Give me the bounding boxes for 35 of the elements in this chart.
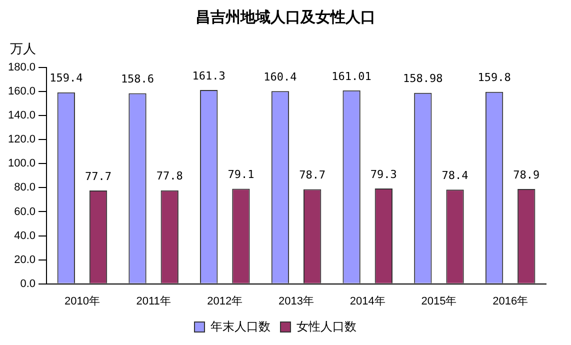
data-label: 79.1 (228, 168, 254, 182)
data-label: 78.9 (513, 168, 540, 182)
x-tick-label: 2011年 (136, 295, 171, 308)
x-tick-label: 2015年 (421, 295, 457, 308)
y-tick-label: 80.0 (14, 182, 36, 194)
data-label: 158.6 (120, 72, 154, 86)
x-tick-label: 2016年 (492, 295, 528, 308)
data-label: 161.3 (192, 69, 226, 82)
y-tick-label: 160.0 (8, 86, 36, 98)
legend-label: 年末人口数 (210, 319, 270, 334)
x-tick-label: 2013年 (278, 295, 314, 308)
chart-title: 昌吉州地域人口及女性人口 (194, 8, 376, 27)
y-tick-label: 0.0 (20, 278, 36, 290)
x-tick-label: 2012年 (207, 295, 243, 308)
data-label: 161.01 (332, 70, 372, 83)
data-label: 160.4 (264, 70, 298, 84)
data-label: 159.4 (50, 72, 84, 85)
y-tick-label: 140.0 (8, 110, 36, 122)
y-tick-label: 120.0 (8, 134, 36, 146)
x-tick-label: 2010年 (64, 295, 100, 308)
data-label: 79.3 (370, 168, 397, 181)
y-tick-label: 100.0 (8, 158, 36, 170)
y-tick-label: 180.0 (8, 62, 36, 74)
y-tick-label: 20.0 (14, 254, 36, 266)
x-tick-label: 2014年 (350, 295, 386, 308)
data-label: 78.4 (442, 168, 469, 182)
data-label: 77.7 (85, 170, 112, 183)
data-label: 159.8 (478, 71, 511, 84)
data-label: 77.8 (156, 170, 183, 183)
y-axis-title: 万人 (10, 41, 36, 58)
legend-label: 女性人口数 (296, 319, 356, 334)
data-label: 78.7 (299, 168, 326, 182)
data-label: 158.98 (403, 72, 443, 86)
y-tick-label: 60.0 (14, 206, 36, 218)
y-tick-label: 40.0 (14, 230, 36, 242)
